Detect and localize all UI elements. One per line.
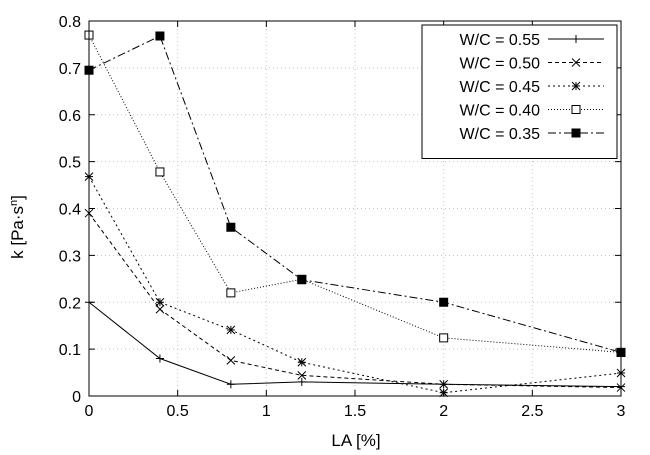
series-1	[85, 298, 625, 391]
data-point	[155, 297, 165, 307]
x-tick-label: 1.5	[344, 403, 366, 420]
data-point	[226, 380, 235, 389]
legend-label: W/C = 0.40	[460, 103, 541, 120]
legend-marker	[572, 35, 580, 43]
data-point	[439, 379, 449, 389]
legend: W/C = 0.55 W/C = 0.50 W/C = 0.45 W/C = 0.40…	[421, 24, 618, 159]
legend-label: W/C = 0.35	[460, 126, 541, 143]
legend-label: W/C = 0.50	[460, 56, 541, 73]
y-tick-label: 0	[72, 389, 81, 406]
x-tick-label: 2	[439, 403, 448, 420]
x-axis-title: LA [%]	[331, 431, 380, 450]
data-point	[439, 333, 449, 343]
data-point	[226, 288, 236, 298]
series-3	[84, 172, 626, 398]
y-tick-label: 0.8	[59, 14, 81, 31]
data-point	[297, 357, 307, 367]
x-tick-label: 0.5	[167, 403, 189, 420]
y-axis-title-close: ]	[8, 195, 27, 200]
y-tick-label: 0.4	[59, 202, 81, 219]
legend-marker	[571, 128, 581, 138]
legend-box	[421, 24, 618, 159]
y-tick-label: 0.1	[59, 342, 81, 359]
data-point	[226, 356, 236, 365]
series-line	[88, 34, 622, 353]
data-point	[297, 275, 307, 285]
y-tick-label: 0.7	[59, 61, 81, 78]
legend-marker	[571, 81, 581, 91]
legend-item: W/C = 0.35	[460, 126, 604, 143]
data-point	[155, 354, 164, 363]
legend-marker	[571, 105, 581, 114]
data-point	[155, 167, 165, 177]
data-point	[439, 297, 449, 307]
x-tick-label: 3	[617, 403, 626, 420]
legend-label: W/C = 0.45	[460, 79, 541, 96]
legend-item: W/C = 0.50	[460, 56, 604, 73]
y-axis-title: k [Pa·sn]	[8, 195, 27, 259]
data-point	[297, 377, 306, 386]
y-tick-label: 0.6	[59, 108, 81, 125]
series-2	[84, 208, 626, 392]
y-axis-title-main: k [Pa·s	[8, 206, 27, 259]
legend-label: W/C = 0.55	[460, 32, 541, 49]
series-line	[88, 212, 622, 389]
data-point	[439, 388, 449, 398]
legend-marker	[571, 58, 581, 67]
data-point	[226, 222, 236, 232]
y-axis-title-superscript: n	[8, 200, 20, 206]
legend-item: W/C = 0.40	[460, 103, 604, 120]
y-tick-label: 0.5	[59, 155, 81, 172]
data-point	[155, 31, 165, 41]
tick-labels: 0 0.5 1 1.5 2 2.5 3 0 0.1 0.2 0.3 0.4 0.5 0.6 0.7 0.8	[59, 14, 626, 420]
y-tick-label: 0.2	[59, 295, 81, 312]
x-tick-label: 0	[85, 403, 94, 420]
series-line	[88, 176, 622, 394]
series-line	[88, 35, 622, 353]
data-point	[297, 371, 307, 380]
x-tick-label: 1	[262, 403, 271, 420]
y-tick-label: 0.3	[59, 248, 81, 265]
legend-item: W/C = 0.45	[460, 79, 604, 96]
data-point	[226, 325, 236, 335]
data-point	[155, 304, 165, 314]
legend-item: W/C = 0.55	[460, 32, 604, 49]
x-tick-label: 2.5	[521, 403, 543, 420]
plot-frame	[88, 20, 622, 397]
